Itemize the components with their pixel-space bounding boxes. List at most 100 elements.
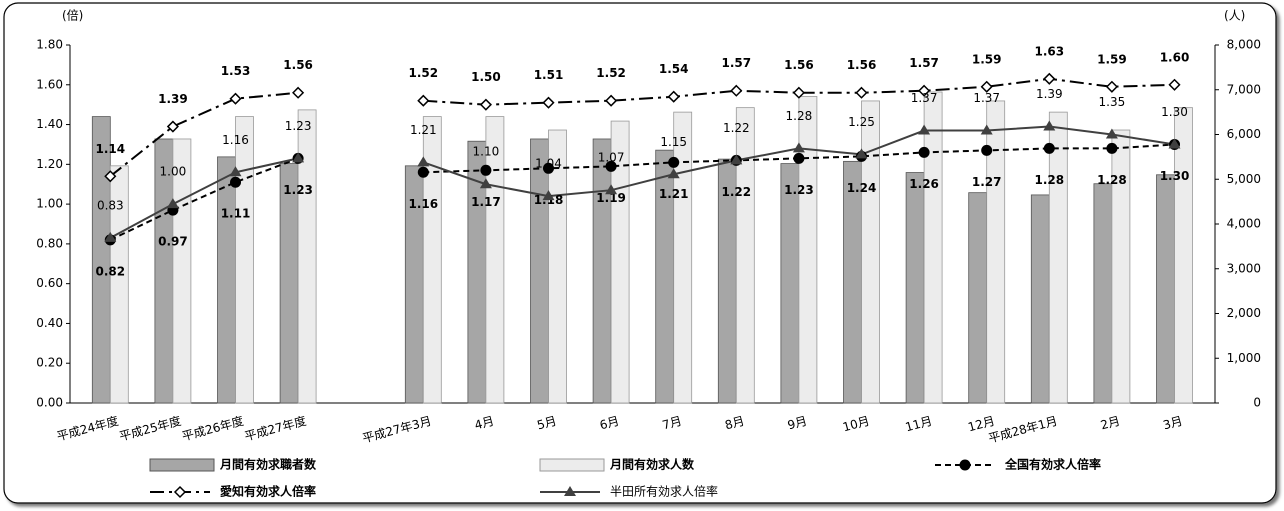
data-label: 1.63 <box>1034 44 1064 58</box>
marker <box>543 162 554 174</box>
data-label: 1.30 <box>1160 169 1190 183</box>
data-label: 1.24 <box>847 181 877 195</box>
data-label: 1.27 <box>972 175 1002 189</box>
marker <box>792 86 805 99</box>
bar <box>1156 174 1175 404</box>
marker <box>981 144 993 156</box>
data-label: 1.26 <box>909 177 939 191</box>
marker <box>667 168 680 179</box>
data-label: 1.23 <box>283 183 313 197</box>
x-tick-label: 3月 <box>1162 414 1185 433</box>
y2-tick-label: 4,000 <box>1227 217 1261 231</box>
marker <box>855 86 868 99</box>
legend-swatch <box>149 458 215 472</box>
data-label: 1.14 <box>95 142 125 156</box>
data-label: 1.56 <box>283 58 313 72</box>
marker <box>668 156 680 168</box>
data-label: 1.37 <box>911 91 938 105</box>
data-label: 1.50 <box>471 70 501 84</box>
bar <box>422 116 442 404</box>
marker <box>104 231 117 242</box>
y-tick-label: 0.00 <box>36 396 63 410</box>
y-tick-label: 0.20 <box>36 356 63 370</box>
marker <box>230 176 241 188</box>
data-label: 1.04 <box>535 157 562 171</box>
y-tick-label: 1.40 <box>36 117 63 131</box>
bar <box>673 111 693 404</box>
y2-tick-label: 5,000 <box>1227 172 1261 186</box>
marker <box>229 92 242 105</box>
bar <box>1030 194 1050 404</box>
legend-label: 全国有効求人倍率 <box>1004 457 1101 472</box>
marker <box>542 190 555 201</box>
data-label: 1.53 <box>221 64 251 78</box>
bar <box>235 116 254 404</box>
data-label: 1.39 <box>1036 87 1063 101</box>
marker <box>1043 142 1055 154</box>
data-label: 1.15 <box>660 135 687 149</box>
bar <box>735 107 755 404</box>
y2-tick-label: 8,000 <box>1227 38 1261 52</box>
marker <box>605 94 618 107</box>
marker <box>605 184 618 195</box>
data-label: 1.00 <box>160 165 187 179</box>
x-tick-label: 7月 <box>661 414 684 433</box>
marker <box>793 152 805 164</box>
marker <box>1106 142 1118 154</box>
data-label: 1.16 <box>408 197 438 211</box>
y-tick-label: 1.00 <box>36 197 63 211</box>
bar <box>843 160 862 404</box>
legend-marker <box>564 486 576 496</box>
marker <box>918 146 930 158</box>
marker <box>1105 80 1118 93</box>
legend-label: 愛知有効求人倍率 <box>220 484 316 499</box>
x-tick-label: 5月 <box>536 414 559 433</box>
data-label: 1.21 <box>659 187 689 201</box>
marker <box>229 166 242 177</box>
bar <box>1093 183 1113 404</box>
marker <box>480 164 492 176</box>
x-tick-label: 10月 <box>841 414 871 435</box>
bar <box>1111 129 1131 404</box>
x-tick-label: 4月 <box>473 414 496 433</box>
marker <box>1168 78 1181 91</box>
y-unit-label: (倍) <box>62 8 83 23</box>
y2-unit-label: (人) <box>1224 9 1245 23</box>
marker <box>417 156 430 167</box>
marker <box>104 170 117 183</box>
data-label: 1.30 <box>1161 105 1188 119</box>
data-label: 1.28 <box>1097 173 1127 187</box>
marker <box>292 152 305 163</box>
bar <box>279 163 299 404</box>
data-label: 1.23 <box>784 183 814 197</box>
data-label: 1.19 <box>596 191 626 205</box>
bar <box>861 100 880 404</box>
bar <box>1048 111 1068 404</box>
y-tick-label: 0.60 <box>36 276 63 290</box>
marker <box>1043 120 1056 131</box>
bar <box>1174 107 1193 404</box>
marker <box>166 198 179 209</box>
y2-tick-label: 2,000 <box>1227 306 1261 320</box>
y2-tick-label: 6,000 <box>1227 127 1261 141</box>
data-label: 1.52 <box>408 66 438 80</box>
x-tick-label: 2月 <box>1099 414 1122 433</box>
bar <box>905 172 925 404</box>
data-label: 1.35 <box>1099 95 1126 109</box>
data-label: 1.22 <box>723 121 750 135</box>
data-label: 1.10 <box>473 145 500 159</box>
x-tick-label: 8月 <box>723 414 746 433</box>
data-label: 1.56 <box>847 58 877 72</box>
marker <box>479 98 492 111</box>
bar <box>217 156 236 404</box>
bar <box>968 192 988 404</box>
bar <box>923 91 943 404</box>
marker <box>479 178 492 189</box>
legend-marker <box>959 459 971 471</box>
marker <box>730 154 743 165</box>
marker <box>855 148 868 159</box>
marker <box>542 96 555 109</box>
x-tick-label: 9月 <box>786 414 809 433</box>
x-tick-label: 11月 <box>904 414 934 435</box>
